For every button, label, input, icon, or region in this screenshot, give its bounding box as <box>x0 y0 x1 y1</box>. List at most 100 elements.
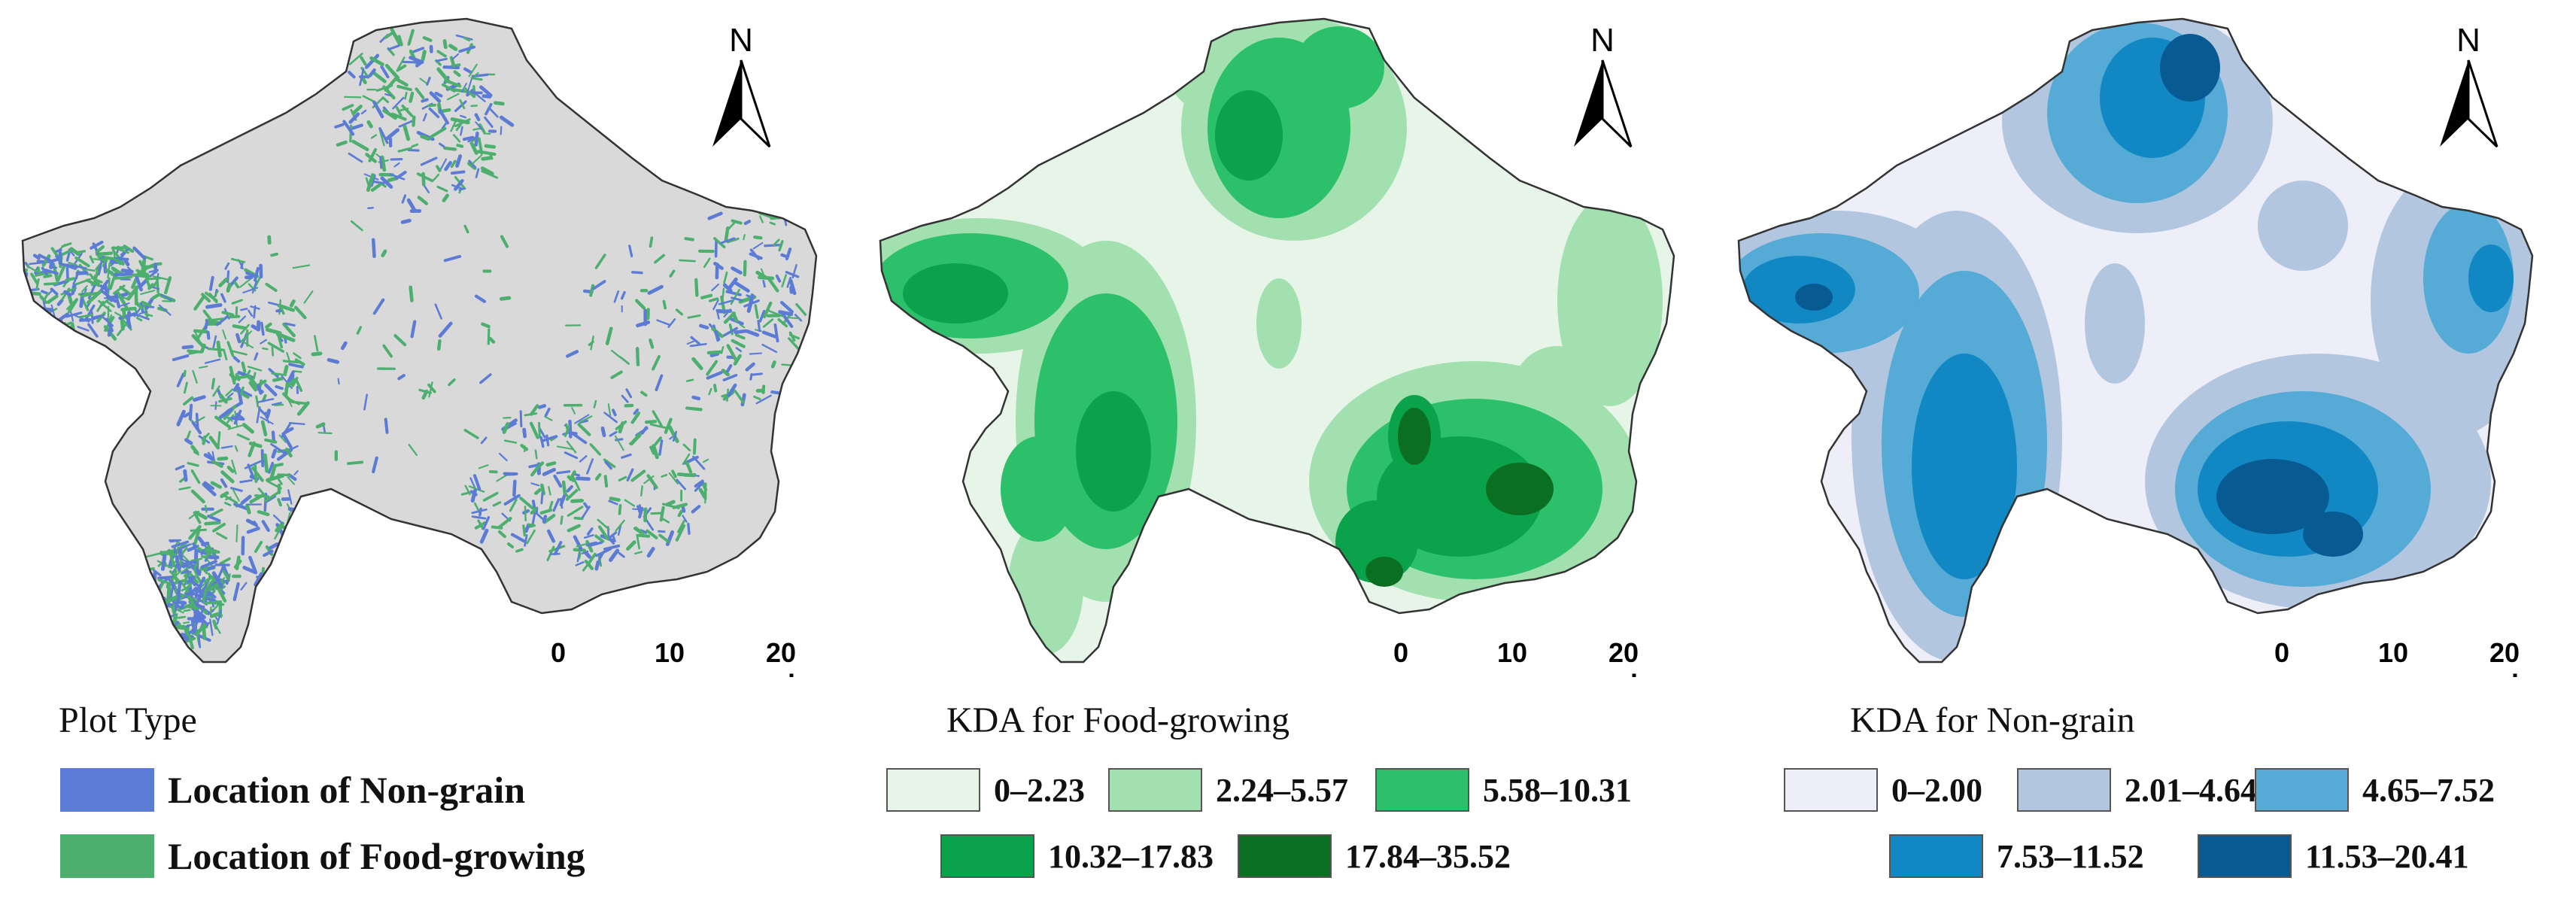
legend-swatch <box>1784 768 1878 812</box>
plot-patch <box>238 315 247 323</box>
plot-patch <box>45 322 58 333</box>
plot-patch <box>652 444 659 460</box>
plot-patch <box>248 442 263 448</box>
plot-patch <box>145 277 161 281</box>
plot-patch <box>183 396 194 406</box>
plot-patch <box>539 508 553 515</box>
legend-label: 5.58–10.31 <box>1483 771 1632 809</box>
plot-patch <box>285 448 293 458</box>
plot-patch <box>530 466 539 477</box>
legend-swatch <box>2017 768 2111 812</box>
plot-patch <box>359 68 365 87</box>
plot-patch <box>589 284 595 297</box>
plot-patch <box>220 470 235 484</box>
plot-patch <box>420 134 431 141</box>
plot-patch <box>488 336 496 344</box>
plot-patch <box>195 412 199 431</box>
plot-patch <box>35 271 53 277</box>
plot-patch <box>589 443 602 456</box>
plot-patch <box>371 238 376 258</box>
plot-patch <box>272 377 284 382</box>
plot-patch <box>176 372 185 387</box>
plot-patch <box>207 572 217 582</box>
plot-patch <box>715 309 720 320</box>
plot-patch <box>252 372 257 380</box>
plot-patch <box>600 426 606 438</box>
legend-label: 0–2.23 <box>994 771 1085 809</box>
plot-patch <box>17 262 22 268</box>
plot-patch <box>36 314 47 320</box>
plot-patch <box>368 68 376 77</box>
plot-patch <box>75 271 89 275</box>
plot-patch <box>223 348 228 361</box>
plot-patch <box>277 478 283 485</box>
plot-patch <box>23 284 24 294</box>
plot-patch <box>407 148 420 152</box>
plot-patch <box>253 379 267 390</box>
legend-label: 11.53–20.41 <box>2305 837 2469 875</box>
plot-patch <box>447 93 460 101</box>
plot-patch <box>266 473 285 482</box>
panel-kda-non-grain: N 0 10 20 km KDA for Non-grain 0–2.00 2.… <box>1716 0 2576 902</box>
plot-patch <box>66 299 77 311</box>
plot-patch <box>671 469 677 478</box>
plot-patch <box>293 352 302 360</box>
plot-patch <box>107 326 113 337</box>
plot-patch <box>556 445 574 450</box>
plot-patch <box>193 510 208 520</box>
plot-patch <box>553 541 563 556</box>
legend-item-5: 11.53–20.41 <box>2198 834 2469 879</box>
plot-patch <box>231 299 243 305</box>
plot-patch <box>398 119 415 128</box>
plot-patch <box>691 395 701 401</box>
plot-patch <box>217 456 229 461</box>
plot-patch <box>573 516 584 521</box>
plot-patch <box>220 445 233 449</box>
plot-patch <box>762 280 766 288</box>
plot-patch <box>452 88 469 93</box>
plot-patch <box>416 172 434 183</box>
plot-patch <box>193 395 206 402</box>
plot-patch <box>478 464 489 469</box>
plot-patch <box>659 506 665 522</box>
scale-tick-0: 0 <box>551 637 566 668</box>
plot-patch <box>497 530 506 539</box>
plot-patch <box>767 278 779 293</box>
plot-patch <box>442 193 450 202</box>
plot-patch <box>537 404 547 409</box>
plot-patch <box>788 278 797 296</box>
plot-patch <box>643 475 655 484</box>
plot-patch <box>199 605 205 620</box>
panel-plot-type: N 0 10 20 km Plot Type Location of Non-g… <box>0 0 858 902</box>
plot-patch <box>221 493 238 504</box>
plot-patch <box>229 366 236 385</box>
plot-patch <box>420 156 438 166</box>
plot-patch <box>41 266 49 276</box>
plot-patch <box>264 490 280 503</box>
plot-patch <box>183 609 191 612</box>
plot-patch <box>44 269 59 275</box>
plot-patch <box>153 609 169 615</box>
plot-patch <box>407 29 415 46</box>
plot-patch <box>158 608 166 612</box>
plot-patch <box>240 582 248 591</box>
plot-patch <box>381 249 387 257</box>
plot-patch <box>635 347 640 367</box>
plot-patch <box>257 487 269 499</box>
legend-label: 0–2.00 <box>1891 771 1982 809</box>
plot-patch <box>282 322 296 338</box>
plot-patch <box>740 181 749 193</box>
plot-patch <box>23 307 25 313</box>
plot-patch <box>283 365 289 375</box>
plot-patch <box>65 277 76 282</box>
plot-patch <box>401 104 413 117</box>
plot-patch <box>105 300 115 308</box>
plot-patch <box>245 271 257 278</box>
plot-patch <box>758 215 764 223</box>
plot-patch <box>184 438 193 445</box>
plot-patch <box>765 202 771 209</box>
plot-patch <box>141 601 155 611</box>
plot-patch <box>212 522 226 533</box>
plot-patch <box>180 595 190 600</box>
plot-patch <box>613 290 620 303</box>
